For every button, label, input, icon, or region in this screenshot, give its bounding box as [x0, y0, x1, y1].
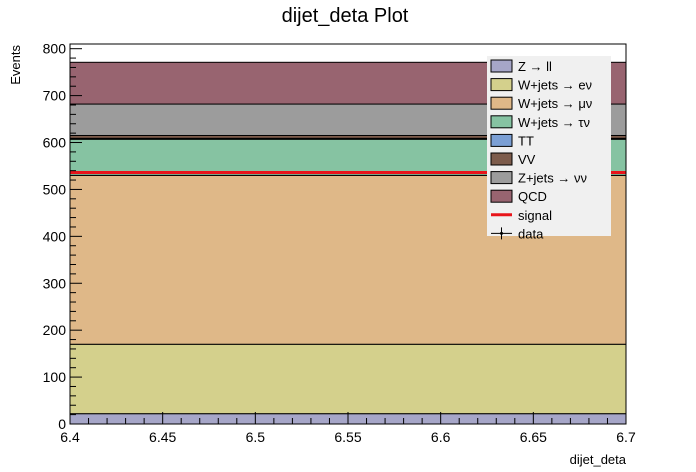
legend-marker-dot: [500, 231, 503, 235]
x-tick-label: 6.5: [246, 429, 266, 445]
legend-swatch: [490, 152, 513, 166]
y-axis-title: Events: [8, 45, 23, 85]
legend-label: TT: [518, 133, 534, 148]
y-tick-label: 100: [43, 369, 67, 385]
legend-label: VV: [518, 152, 536, 167]
y-tick-label: 600: [43, 135, 67, 151]
y-tick-label: 200: [43, 322, 67, 338]
y-tick-label: 700: [43, 88, 67, 104]
legend-swatch: [490, 115, 513, 129]
legend-label: W+jets → μν: [518, 96, 592, 111]
legend-label: QCD: [518, 189, 547, 204]
legend-label: signal: [518, 208, 552, 223]
x-axis: 6.4 6.45 6.5 6.55 6.6 6.65 6.7: [60, 412, 636, 445]
y-tick-label: 800: [43, 41, 67, 57]
legend-swatch: [490, 59, 513, 73]
y-tick-label: 0: [58, 416, 66, 432]
y-tick-label: 400: [43, 228, 67, 244]
x-tick-label: 6.65: [520, 429, 547, 445]
x-tick-label: 6.4: [60, 429, 80, 445]
legend-label: W+jets → τν: [518, 115, 590, 130]
x-tick-label: 6.45: [149, 429, 176, 445]
chart-title: dijet_deta Plot: [282, 5, 409, 27]
legend-label: data: [518, 226, 544, 241]
legend-swatch: [490, 96, 513, 110]
x-axis-title: dijet_deta: [570, 452, 627, 467]
x-tick-label: 6.7: [616, 429, 636, 445]
y-axis: 0 100 200 300 400 500 600 700 800: [43, 41, 82, 432]
legend-swatch: [490, 78, 513, 92]
legend-label: W+jets → eν: [518, 78, 592, 93]
x-tick-label: 6.6: [431, 429, 451, 445]
y-tick-label: 300: [43, 275, 67, 291]
legend-swatch: [490, 189, 513, 203]
x-tick-label: 6.55: [334, 429, 361, 445]
legend-swatch: [490, 133, 513, 147]
y-tick-label: 500: [43, 181, 67, 197]
legend-label: Z+jets → νν: [518, 171, 587, 186]
legend-swatch: [490, 171, 513, 185]
bar-segment-2: [69, 343, 627, 415]
legend-label: Z → ll: [518, 59, 552, 74]
legend: Z → ll W+jets → eν W+jets → μν W+jets → τν T…: [487, 56, 611, 241]
